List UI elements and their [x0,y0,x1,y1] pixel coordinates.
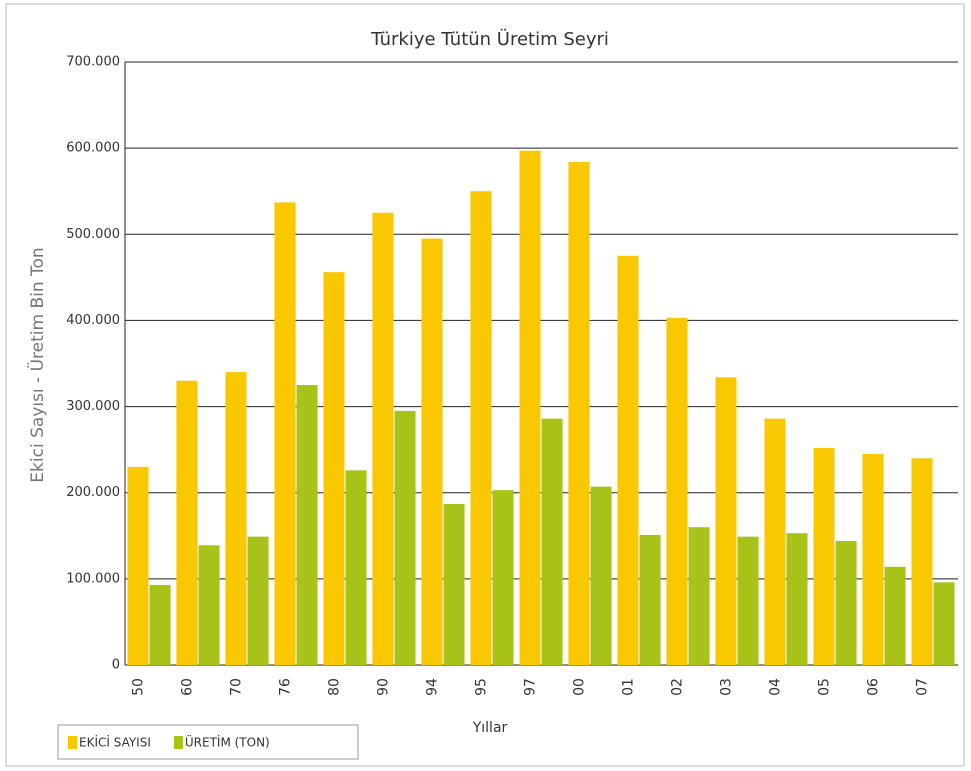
y-tick-label: 500.000 [66,227,120,242]
legend-label: ÜRETİM (TON) [185,734,270,750]
bar [394,410,416,665]
bar [470,191,492,665]
bar [247,536,269,665]
bar [176,380,198,665]
bar [443,503,465,665]
chart-title: Türkiye Tütün Üretim Seyri [370,28,609,50]
bar [541,418,563,665]
bar [421,238,443,666]
y-tick-label: 300.000 [66,399,120,414]
y-tick-label: 700.000 [66,55,120,70]
x-tick-label: 00 [571,678,587,696]
legend-label: EKİCİ SAYISI [79,735,151,750]
bar [519,150,541,665]
bar [933,582,955,665]
bar [198,545,220,665]
bar [786,533,808,665]
bar [862,453,884,665]
bar [149,584,171,665]
x-tick-label: 94 [424,678,440,696]
bar [225,372,247,665]
x-tick-label: 02 [669,678,685,696]
legend-swatch [173,736,183,749]
bar [590,486,612,665]
bar [835,540,857,665]
x-tick-label: 97 [522,678,538,696]
bar [737,536,759,665]
x-tick-label: 80 [326,678,342,696]
bar [813,447,835,665]
bar [715,377,737,665]
y-tick-label: 200.000 [66,485,120,500]
x-tick-label: 01 [620,678,636,696]
y-tick-label: 400.000 [66,313,120,328]
bar [492,490,514,665]
bar [274,202,296,666]
bar [884,566,906,665]
bar [568,161,590,665]
y-tick-label: 600.000 [66,141,120,156]
bar [688,527,710,665]
x-tick-label: 03 [718,678,734,696]
bar [639,534,661,665]
y-axis-title: Ekici Sayısı - Üretim Bin Ton [26,247,48,482]
x-tick-label: 50 [130,678,146,696]
x-tick-label: 70 [228,678,244,696]
x-axis-title: Yıllar [472,720,508,736]
bar [911,458,933,665]
legend-swatch [68,736,77,749]
x-tick-label: 06 [865,678,881,696]
bar [345,470,367,665]
bar [617,255,639,666]
x-tick-label: 04 [767,678,783,696]
bar [127,466,149,665]
x-tick-label: 07 [914,678,930,696]
bar [666,317,688,665]
x-tick-label: 90 [375,678,391,696]
legend-box [57,724,359,760]
x-tick-label: 60 [179,678,195,696]
bar [323,272,345,665]
x-tick-label: 95 [473,678,489,696]
bar [764,418,786,665]
x-tick-label: 76 [277,678,293,696]
x-tick-label: 05 [816,678,832,696]
bar [372,212,394,665]
bar [296,385,318,665]
y-tick-label: 0 [112,658,120,673]
y-tick-label: 100.000 [66,571,120,586]
